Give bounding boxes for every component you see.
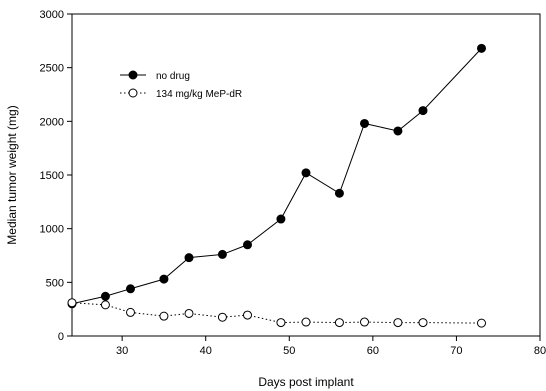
y-tick-label: 1500 [40, 170, 64, 182]
data-point [334, 188, 344, 198]
x-tick-label: 70 [450, 345, 462, 357]
data-point [276, 318, 286, 328]
data-point [393, 318, 403, 328]
y-tick-label: 3000 [40, 9, 64, 21]
legend: no drug 134 mg/kg MeP-dR [120, 70, 242, 100]
x-tick-label: 40 [200, 345, 212, 357]
data-point [126, 284, 135, 294]
data-point [217, 249, 227, 259]
data-point [477, 43, 486, 53]
data-point [418, 318, 428, 328]
data-point [360, 118, 369, 128]
series-line [71, 48, 482, 305]
data-point [67, 298, 77, 308]
data-point [243, 310, 252, 320]
legend-marker [128, 70, 138, 80]
data-point [100, 291, 110, 301]
series-layer [67, 43, 486, 328]
data-point [184, 308, 194, 318]
data-point [301, 168, 311, 178]
data-point [243, 240, 252, 250]
data-point [360, 317, 369, 327]
data-point [217, 312, 227, 322]
data-point [393, 126, 403, 136]
data-point [334, 318, 344, 328]
y-tick-label: 1000 [40, 224, 64, 236]
x-tick-label: 80 [534, 345, 546, 357]
data-point [100, 300, 110, 310]
y-tick-label: 500 [46, 277, 64, 289]
y-axis-label: Median tumor weight (mg) [5, 105, 19, 244]
y-tick-label: 2500 [40, 63, 64, 75]
series-line [71, 302, 482, 324]
x-tick-label: 60 [367, 345, 379, 357]
axis-ticks: 30 40 50 60 70 80 0 500 1000 1500 2000 2500 3000 [40, 9, 546, 357]
data-point [184, 253, 194, 263]
y-tick-label: 2000 [40, 116, 64, 128]
series-mep-dr [67, 298, 486, 328]
series-no-drug [67, 43, 486, 309]
legend-marker [128, 88, 138, 98]
x-tick-label: 30 [116, 345, 128, 357]
data-point [276, 214, 286, 224]
data-point [418, 106, 428, 116]
y-tick-label: 0 [58, 331, 64, 343]
data-point [301, 317, 311, 327]
legend-label: 134 mg/kg MeP-dR [156, 89, 242, 100]
x-tick-label: 50 [283, 345, 295, 357]
data-point [477, 318, 486, 328]
data-point [159, 311, 169, 321]
x-axis-label: Days post implant [258, 375, 354, 389]
data-point [159, 274, 169, 284]
data-point [126, 307, 135, 317]
legend-label: no drug [156, 71, 190, 82]
